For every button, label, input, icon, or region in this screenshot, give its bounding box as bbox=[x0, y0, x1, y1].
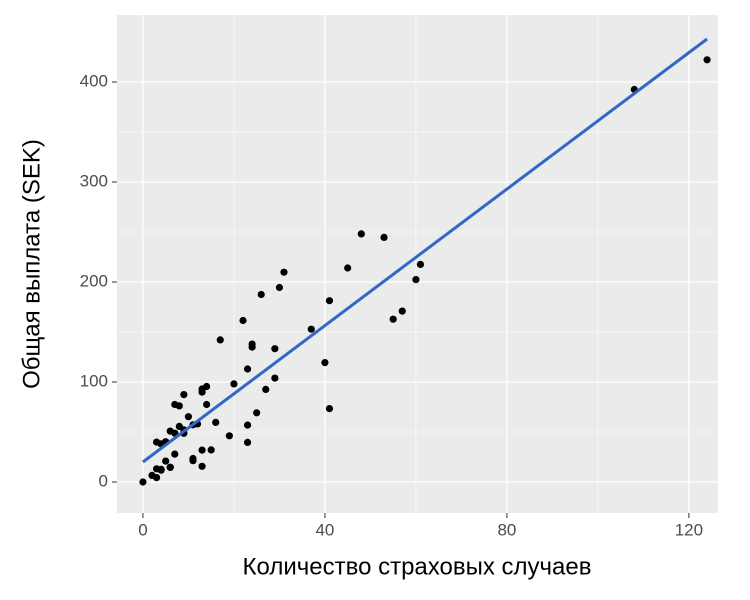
x-tick-label: 80 bbox=[497, 520, 516, 539]
point bbox=[157, 465, 165, 473]
point bbox=[398, 307, 406, 315]
point bbox=[212, 418, 220, 426]
point bbox=[207, 446, 215, 454]
x-tick-label: 40 bbox=[315, 520, 334, 539]
point bbox=[139, 478, 147, 486]
point bbox=[152, 474, 161, 482]
x-axis-title: Количество страховых случаев bbox=[243, 553, 592, 580]
point bbox=[175, 402, 183, 410]
point bbox=[248, 340, 256, 348]
point bbox=[280, 268, 288, 276]
point bbox=[203, 382, 211, 391]
point bbox=[262, 385, 270, 393]
point bbox=[389, 315, 397, 323]
point bbox=[166, 463, 174, 471]
point bbox=[307, 325, 315, 333]
point bbox=[180, 391, 188, 399]
y-tick-label: 100 bbox=[80, 371, 108, 390]
point bbox=[203, 400, 211, 409]
y-tick-label: 300 bbox=[80, 171, 108, 190]
point bbox=[184, 413, 193, 421]
point bbox=[216, 336, 224, 344]
y-tick-label: 0 bbox=[99, 471, 108, 490]
point bbox=[271, 374, 279, 382]
y-tick-label: 400 bbox=[80, 71, 108, 90]
point bbox=[275, 283, 284, 292]
point bbox=[189, 457, 197, 465]
point bbox=[152, 438, 161, 446]
point bbox=[162, 457, 170, 465]
point bbox=[243, 438, 252, 446]
fit-line bbox=[142, 37, 708, 464]
point bbox=[239, 316, 247, 325]
point bbox=[325, 297, 334, 305]
point bbox=[175, 422, 183, 430]
point bbox=[198, 462, 206, 470]
point bbox=[257, 290, 265, 299]
point bbox=[321, 359, 329, 367]
point bbox=[243, 365, 252, 373]
point bbox=[225, 432, 233, 440]
point bbox=[243, 421, 252, 429]
point bbox=[325, 405, 334, 413]
point bbox=[344, 264, 352, 272]
point bbox=[412, 276, 420, 284]
point bbox=[171, 450, 179, 458]
point bbox=[253, 409, 261, 417]
x-tick-label: 120 bbox=[675, 520, 703, 539]
point bbox=[198, 446, 206, 454]
point bbox=[166, 427, 174, 435]
y-axis-title: Общая выплата (SEK) bbox=[18, 139, 45, 389]
point bbox=[357, 230, 365, 238]
point bbox=[703, 56, 711, 64]
point bbox=[230, 380, 238, 388]
y-tick-label: 200 bbox=[80, 271, 108, 290]
point bbox=[416, 260, 425, 268]
point bbox=[380, 233, 388, 241]
point bbox=[271, 345, 279, 353]
x-tick-label: 0 bbox=[138, 520, 147, 539]
